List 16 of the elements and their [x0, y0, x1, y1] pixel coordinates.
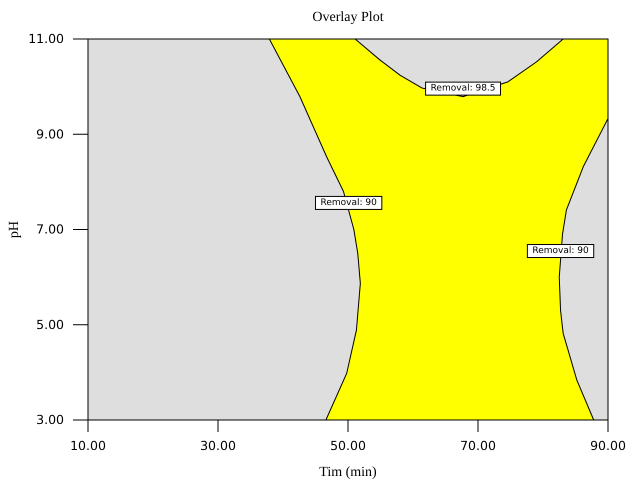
x-axis-title: Tim (min) — [319, 465, 378, 480]
y-tick-label: 9.00 — [36, 126, 64, 142]
x-tick-label: 50.00 — [330, 438, 366, 453]
y-tick-label: 5.00 — [36, 316, 64, 332]
y-axis-title: pH — [7, 220, 22, 238]
annotation: Removal: 98.5 — [430, 84, 496, 94]
y-tick-label: 3.00 — [36, 412, 64, 427]
x-tick-label: 90.00 — [590, 438, 626, 453]
annotation: Removal: 90 — [532, 246, 589, 256]
y-tick-label: 11.00 — [28, 31, 64, 46]
annotation: Removal: 90 — [320, 198, 378, 208]
chart-title: Overlay Plot — [312, 10, 384, 25]
x-tick-label: 30.00 — [200, 438, 236, 453]
y-tick-label: 7.00 — [36, 222, 64, 236]
x-tick-label: 10.00 — [70, 438, 106, 453]
x-tick-label: 70.00 — [460, 438, 496, 453]
